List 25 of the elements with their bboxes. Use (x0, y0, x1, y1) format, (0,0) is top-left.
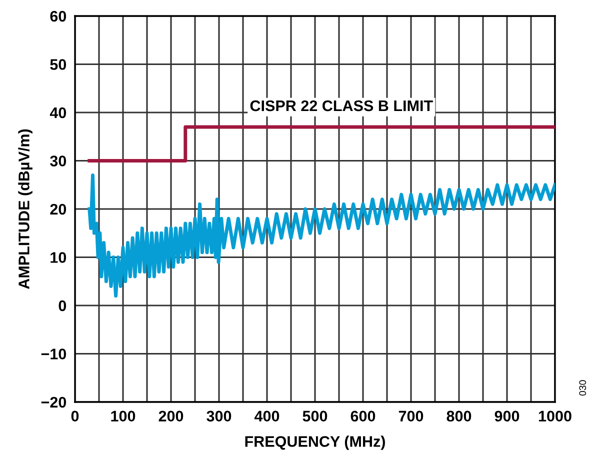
annotation: CISPR 22 CLASS B LIMIT (250, 100, 433, 112)
x-tick-label: 300 (206, 410, 232, 422)
y-tick-label: 20 (50, 204, 66, 215)
x-tick-label: 400 (254, 410, 280, 422)
x-tick-label: 700 (398, 410, 424, 422)
x-tick-label: 200 (158, 410, 184, 422)
x-tick-label: 0 (71, 410, 79, 422)
y-tick-label: −20 (41, 396, 66, 408)
line-series (88, 173, 555, 298)
text: 030 (579, 380, 586, 396)
y-tick-label: 0 (58, 300, 66, 312)
x-tick-label: 100 (111, 410, 136, 422)
x-tick-label: 1000 (538, 410, 572, 422)
x-tick-label: 500 (302, 410, 328, 422)
y-tick-label: 40 (50, 107, 66, 118)
y-axis-title: AMPLITUDE (dBµV/m) (18, 129, 32, 289)
x-tick-label: 900 (494, 410, 520, 422)
x-axis-title: FREQUENCY (MHz) (245, 436, 385, 450)
y-tick-label: −10 (41, 348, 66, 360)
y-tick-label: 10 (50, 252, 66, 263)
x-tick-label: 600 (350, 410, 376, 422)
y-tick-label: 50 (50, 59, 66, 70)
y-tick-label: 60 (50, 10, 66, 22)
x-tick-label: 800 (446, 410, 472, 422)
y-tick-label: 30 (50, 156, 66, 166)
